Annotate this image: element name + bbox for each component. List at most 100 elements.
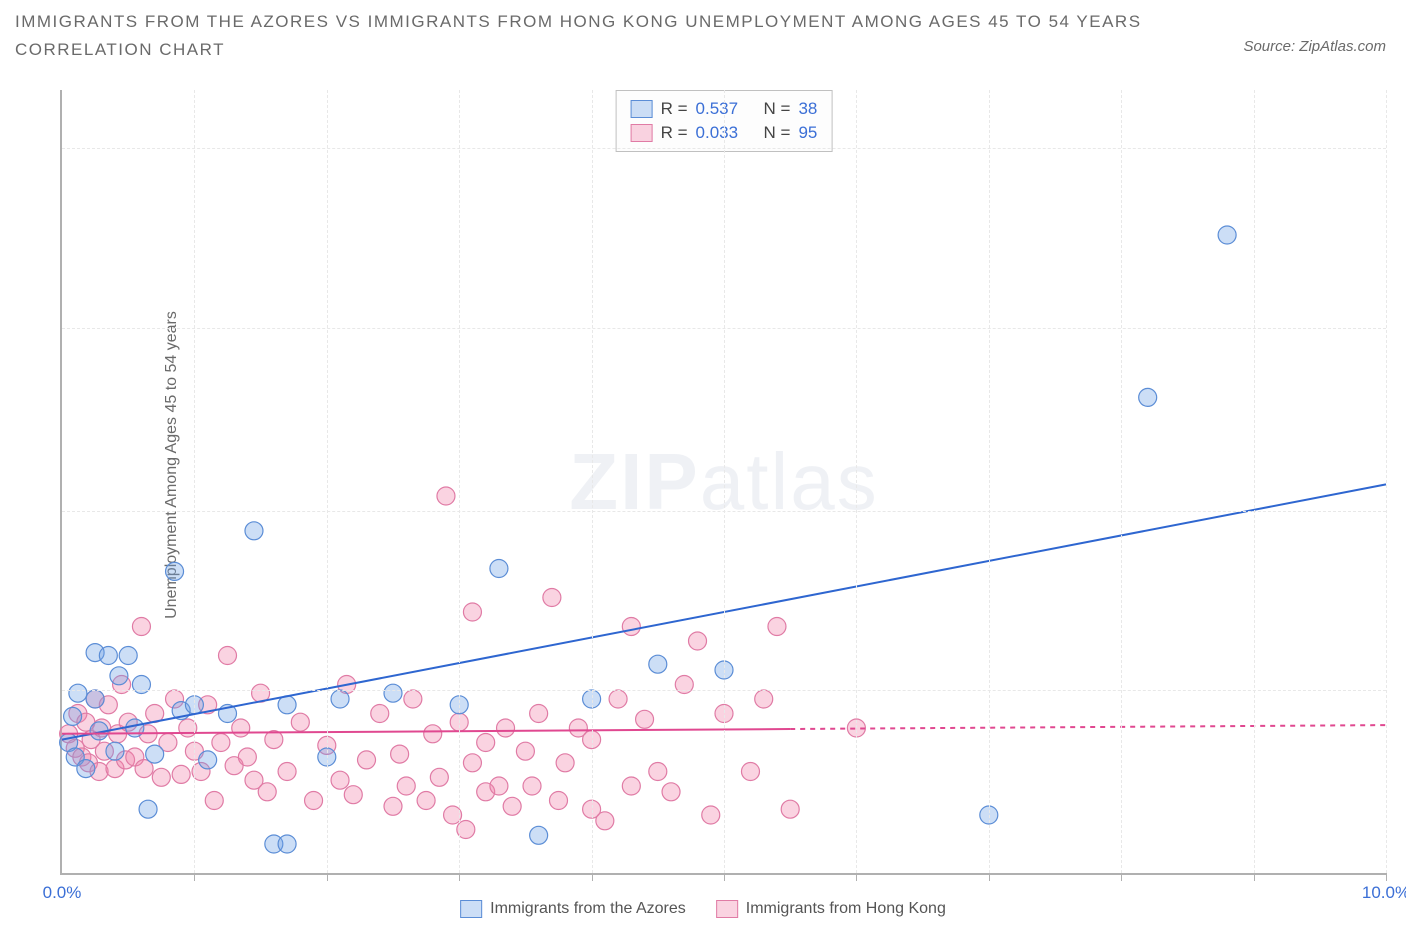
x-tick-label: 10.0% <box>1362 883 1406 903</box>
data-point <box>172 765 190 783</box>
x-tick-mark <box>194 873 195 881</box>
x-tick-mark <box>1254 873 1255 881</box>
data-point <box>384 684 402 702</box>
data-point <box>1139 388 1157 406</box>
data-point <box>530 826 548 844</box>
data-point <box>278 835 296 853</box>
gridline-vertical <box>592 90 593 873</box>
data-point <box>119 647 137 665</box>
data-point <box>556 754 574 772</box>
swatch-hongkong <box>631 124 653 142</box>
data-point <box>497 719 515 737</box>
data-point <box>649 763 667 781</box>
data-point <box>219 647 237 665</box>
legend-r-label: R = <box>661 97 688 121</box>
swatch-azores <box>631 100 653 118</box>
legend-label-azores: Immigrants from the Azores <box>490 900 686 918</box>
data-point <box>1218 226 1236 244</box>
swatch-hongkong <box>716 900 738 918</box>
legend-item-azores: Immigrants from the Azores <box>460 900 686 918</box>
gridline-vertical <box>724 90 725 873</box>
data-point <box>503 797 521 815</box>
data-point <box>212 734 230 752</box>
gridline-vertical <box>1254 90 1255 873</box>
data-point <box>69 684 87 702</box>
data-point <box>417 792 435 810</box>
data-point <box>609 690 627 708</box>
data-point <box>278 763 296 781</box>
legend-item-hongkong: Immigrants from Hong Kong <box>716 900 946 918</box>
x-tick-mark <box>592 873 593 881</box>
x-tick-mark <box>989 873 990 881</box>
data-point <box>258 783 276 801</box>
data-point <box>77 760 95 778</box>
legend-label-hongkong: Immigrants from Hong Kong <box>746 900 946 918</box>
y-tick-label: 12.5% <box>1396 501 1406 521</box>
gridline-vertical <box>1386 90 1387 873</box>
data-point <box>139 800 157 818</box>
legend-r-value-azores: 0.537 <box>696 97 739 121</box>
data-point <box>371 705 389 723</box>
trend-line <box>790 725 1386 729</box>
x-tick-mark <box>724 873 725 881</box>
data-point <box>781 800 799 818</box>
data-point <box>245 522 263 540</box>
swatch-azores <box>460 900 482 918</box>
legend-r-value-hongkong: 0.033 <box>696 121 739 145</box>
data-point <box>397 777 415 795</box>
data-point <box>490 777 508 795</box>
data-point <box>437 487 455 505</box>
gridline-vertical <box>327 90 328 873</box>
data-point <box>110 667 128 685</box>
x-tick-mark <box>327 873 328 881</box>
legend-n-value-azores: 38 <box>798 97 817 121</box>
data-point <box>543 589 561 607</box>
data-point <box>344 786 362 804</box>
data-point <box>152 768 170 786</box>
data-point <box>391 745 409 763</box>
data-point <box>689 632 707 650</box>
data-point <box>205 792 223 810</box>
gridline-vertical <box>194 90 195 873</box>
data-point <box>636 710 654 728</box>
data-point <box>86 690 104 708</box>
data-point <box>490 560 508 578</box>
x-tick-mark <box>459 873 460 881</box>
title-line-2: CORRELATION CHART <box>15 36 1391 64</box>
data-point <box>755 690 773 708</box>
gridline-vertical <box>459 90 460 873</box>
data-point <box>305 792 323 810</box>
data-point <box>523 777 541 795</box>
data-point <box>232 719 250 737</box>
data-point <box>430 768 448 786</box>
data-point <box>331 690 349 708</box>
data-point <box>132 618 150 636</box>
data-point <box>622 777 640 795</box>
title-line-1: IMMIGRANTS FROM THE AZORES VS IMMIGRANTS… <box>15 8 1391 36</box>
data-point <box>331 771 349 789</box>
data-point <box>768 618 786 636</box>
data-point <box>64 707 82 725</box>
data-point <box>463 603 481 621</box>
source-attribution: Source: ZipAtlas.com <box>1243 38 1386 55</box>
data-point <box>146 745 164 763</box>
data-point <box>424 725 442 743</box>
y-tick-label: 25.0% <box>1396 138 1406 158</box>
legend-n-label: N = <box>764 97 791 121</box>
data-point <box>550 792 568 810</box>
data-point <box>166 562 184 580</box>
data-point <box>291 713 309 731</box>
y-tick-label: 18.8% <box>1396 318 1406 338</box>
data-point <box>238 748 256 766</box>
gridline-vertical <box>989 90 990 873</box>
gridline-vertical <box>856 90 857 873</box>
x-tick-mark <box>1386 873 1387 881</box>
legend-n-label: N = <box>764 121 791 145</box>
data-point <box>516 742 534 760</box>
data-point <box>404 690 422 708</box>
chart-plot-area: ZIPatlas R = 0.537 N = 38 R = 0.033 N = … <box>60 90 1386 875</box>
legend-r-label: R = <box>661 121 688 145</box>
data-point <box>530 705 548 723</box>
chart-title-block: IMMIGRANTS FROM THE AZORES VS IMMIGRANTS… <box>15 8 1391 64</box>
legend-n-value-hongkong: 95 <box>798 121 817 145</box>
